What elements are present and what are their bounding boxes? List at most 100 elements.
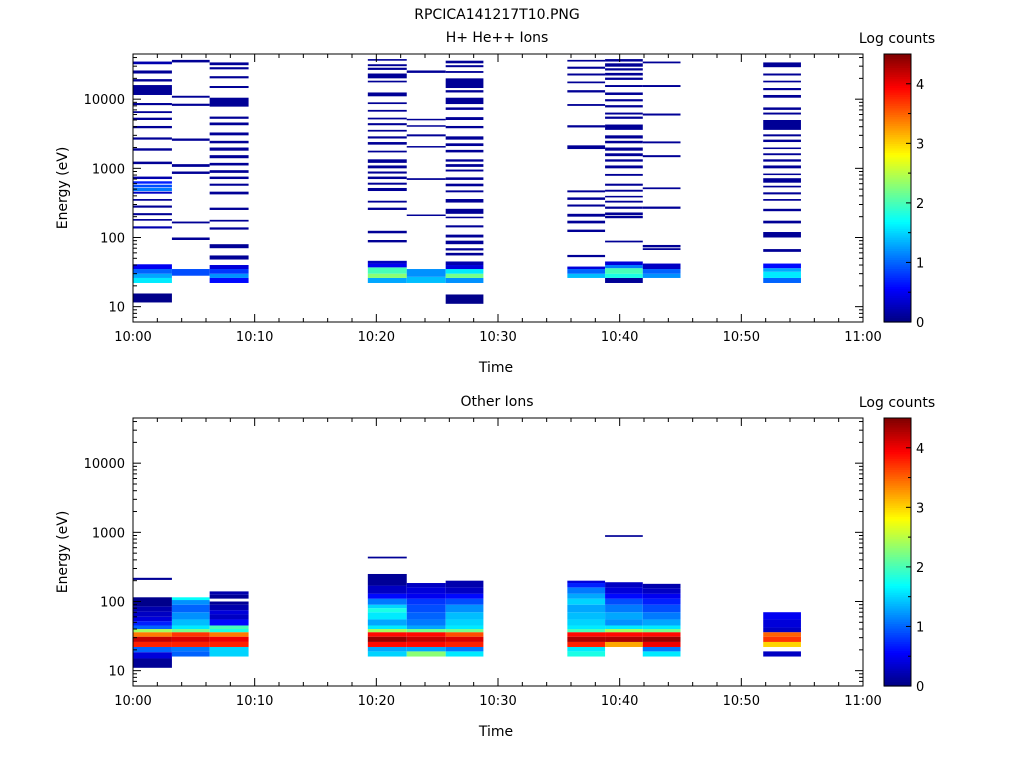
colorbar-segment [884, 572, 911, 575]
heatmap-cell [605, 85, 643, 87]
colorbar-segment [884, 672, 911, 676]
heatmap-cell [367, 102, 407, 105]
heatmap-cell [605, 153, 643, 157]
colorbar-segment [884, 89, 911, 93]
colorbar-segment [884, 297, 911, 301]
colorbar-segment [884, 252, 911, 256]
heatmap-cell [367, 641, 407, 647]
heatmap-cell [171, 95, 210, 98]
heatmap-cell [605, 173, 643, 176]
colorbar-segment [884, 661, 911, 665]
heatmap-cell [605, 593, 643, 599]
heatmap-cell [445, 216, 484, 219]
heatmap-cell [406, 636, 446, 642]
colorbar-segment [884, 581, 911, 584]
colorbar-segment [884, 455, 911, 459]
colorbar-segment [884, 268, 911, 272]
heatmap-cell [567, 254, 606, 258]
colorbar-segment [884, 212, 911, 216]
heatmap-cell [171, 619, 210, 626]
colorbar-segment [884, 585, 911, 589]
heatmap-cell [605, 582, 643, 588]
heatmap-cell [445, 261, 484, 266]
heatmap-cell [367, 629, 407, 633]
heatmap-cell [567, 125, 606, 128]
heatmap-cell [605, 189, 643, 192]
colorbar-segment [884, 154, 911, 158]
colorbar-segment [884, 480, 911, 484]
colorbar-segment [884, 625, 911, 629]
heatmap-cell [642, 646, 681, 652]
heatmap-cell [406, 593, 446, 599]
colorbar-tick-label: 4 [916, 442, 924, 457]
heatmap-cell [406, 619, 446, 626]
heatmap-cell [642, 61, 681, 64]
heatmap-cell [763, 88, 801, 91]
colorbar-segment [884, 255, 911, 258]
colorbar-segment [884, 681, 911, 685]
y-tick-label: 10 [108, 665, 125, 680]
heatmap-cell [171, 171, 210, 174]
heatmap-cell [209, 269, 249, 274]
colorbar-segment [884, 246, 911, 249]
colorbar-segment [884, 453, 911, 457]
x-tick-label: 11:00 [844, 694, 881, 709]
heatmap-cell [367, 230, 407, 234]
colorbar-segment [884, 514, 911, 517]
heatmap-cell [209, 646, 249, 657]
colorbar-segment [884, 299, 911, 303]
colorbar-segment [884, 275, 911, 278]
heatmap-cell [445, 225, 484, 228]
heatmap-cell [567, 593, 606, 599]
heatmap-cell [406, 629, 446, 633]
colorbar-segment [884, 129, 911, 133]
heatmap-cell [642, 206, 681, 209]
colorbar-segment [884, 634, 911, 638]
heatmap-cell [445, 580, 484, 588]
x-tick-label: 10:00 [114, 694, 151, 709]
heatmap-cell [605, 99, 643, 102]
colorbar-segment [884, 118, 911, 122]
heatmap-cell [445, 97, 484, 105]
heatmap-cell [209, 67, 249, 70]
heatmap-cell [406, 598, 446, 605]
heatmap-cell [171, 600, 210, 605]
colorbar-segment [884, 78, 911, 82]
heatmap-cell [605, 105, 643, 108]
colorbar-segment [884, 317, 911, 321]
heatmap-cell [406, 118, 446, 121]
heatmap-cell [763, 192, 801, 195]
colorbar-segment [884, 54, 911, 57]
heatmap-cell [605, 636, 643, 642]
heatmap-cell [642, 604, 681, 613]
heatmap-cell [605, 632, 643, 637]
heatmap-cell [367, 619, 407, 626]
heatmap-cell [642, 187, 681, 190]
heatmap-cell [209, 629, 249, 633]
heatmap-cell [209, 604, 249, 611]
heatmap-cell [406, 134, 446, 137]
heatmap-cell [445, 71, 484, 73]
heatmap-cell [642, 651, 681, 657]
heatmap-cell [445, 598, 484, 605]
heatmap-cell [567, 580, 606, 584]
heatmap-cell [133, 85, 172, 95]
colorbar-segment [884, 444, 911, 448]
heatmap-cell [209, 122, 249, 126]
colorbar-segment [884, 83, 911, 86]
colorbar-segment [884, 659, 911, 663]
heatmap-cell [567, 604, 606, 613]
colorbar-tick-label: 0 [916, 316, 924, 331]
colorbar-segment [884, 172, 911, 176]
heatmap-cell [406, 125, 446, 127]
colorbar-segment [884, 630, 911, 633]
colorbar-segment [884, 525, 911, 529]
heatmap-cell [209, 207, 249, 210]
x-tick-label: 10:10 [236, 694, 273, 709]
heatmap-cell [445, 183, 484, 187]
heatmap-cell [445, 90, 484, 93]
colorbar-segment [884, 174, 911, 178]
colorbar-segment [884, 489, 911, 493]
colorbar-segment [884, 493, 911, 497]
